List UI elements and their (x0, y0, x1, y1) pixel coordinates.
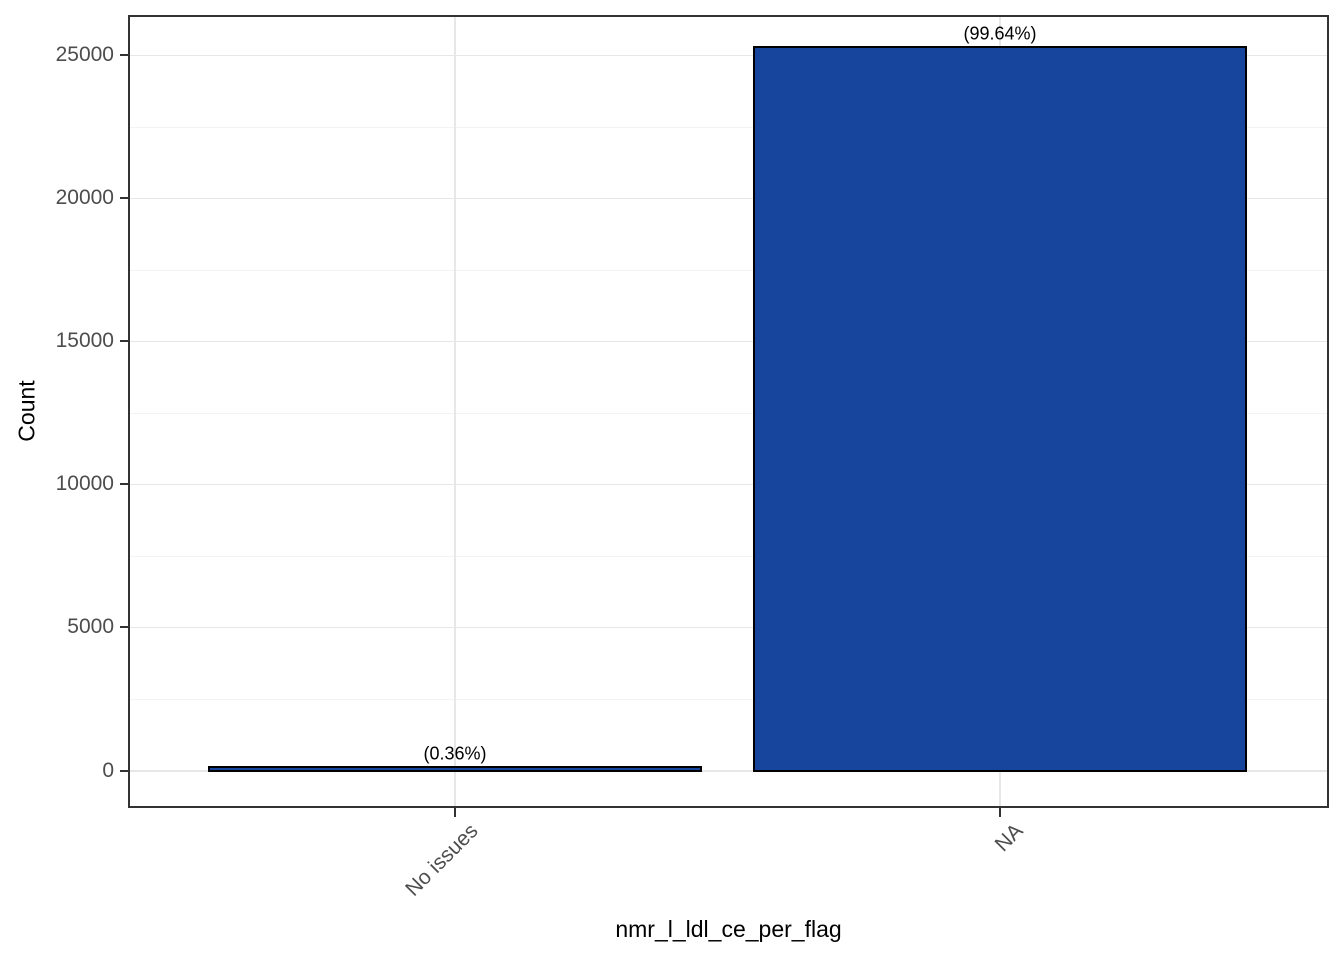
y-tick-label: 20000 (55, 186, 114, 210)
gridline-minor (128, 126, 1329, 128)
x-axis-tick (454, 808, 456, 817)
bar-value-label: (99.64%) (963, 23, 1037, 44)
bar-no-issues (208, 765, 702, 773)
y-tick-label: 5000 (67, 615, 114, 639)
y-tick-label: 15000 (55, 329, 114, 353)
bar-na (753, 46, 1247, 773)
plot-panel: (0.36%) (99.64%) (128, 15, 1329, 808)
gridline-minor (128, 412, 1329, 414)
bar-value-label: (0.36%) (423, 743, 487, 764)
x-axis-tick (999, 808, 1001, 817)
y-axis-tick (120, 54, 128, 56)
gridline-vertical (454, 15, 456, 808)
gridline-major (128, 483, 1329, 486)
gridline-minor (128, 555, 1329, 557)
gridline-major (128, 626, 1329, 629)
y-axis-tick (120, 197, 128, 200)
y-tick-label: 0 (102, 758, 114, 782)
y-axis-tick (120, 626, 128, 629)
y-tick-label: 10000 (55, 472, 114, 496)
gridline-major (128, 54, 1329, 56)
y-axis-title: Count (13, 380, 40, 442)
y-tick-label: 25000 (55, 43, 114, 66)
y-axis-tick (120, 340, 128, 343)
y-axis-tick (120, 769, 128, 772)
gridline-minor (128, 699, 1329, 700)
gridline-minor (128, 269, 1329, 271)
x-axis-title: nmr_l_ldl_ce_per_flag (615, 916, 842, 942)
y-axis-tick (120, 483, 128, 486)
gridline-major (128, 340, 1329, 343)
gridline-major (128, 197, 1329, 200)
gridline-major (128, 770, 1329, 772)
